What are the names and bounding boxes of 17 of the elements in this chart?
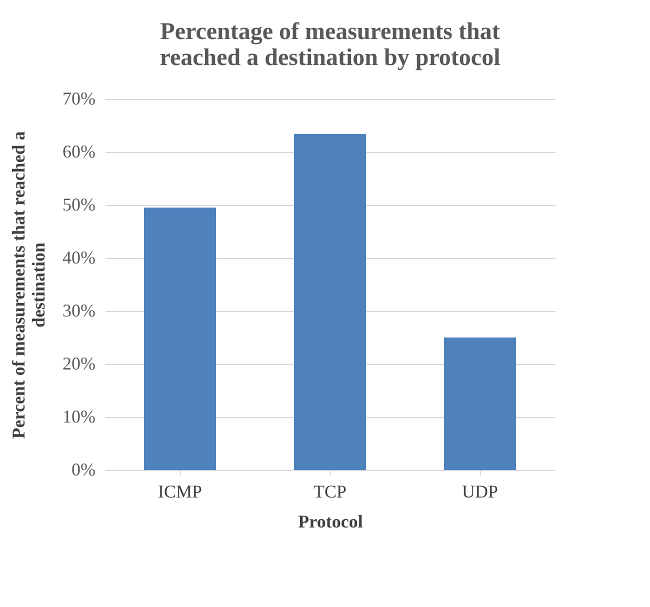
x-tick-label: TCP <box>313 482 347 502</box>
y-tick-label: 10% <box>62 406 96 426</box>
y-tick-label: 60% <box>62 142 96 162</box>
bar <box>144 208 216 470</box>
y-tick-label: 0% <box>72 460 96 480</box>
y-tick-label: 40% <box>62 248 96 268</box>
bar <box>294 134 366 470</box>
y-axis-title: Percent of measurements that reached a destination <box>8 131 49 439</box>
chart-title: Percentage of measurements that reached a destination by protocol <box>160 19 501 71</box>
y-tick-label: 20% <box>62 354 96 374</box>
y-tick-label: 70% <box>62 88 96 108</box>
x-tick-label: ICMP <box>158 482 202 502</box>
bar <box>444 338 516 470</box>
x-tick-label: UDP <box>462 482 498 502</box>
y-tick-label: 50% <box>62 194 96 214</box>
x-axis-title: Protocol <box>298 512 363 532</box>
y-tick-label: 30% <box>62 300 96 320</box>
